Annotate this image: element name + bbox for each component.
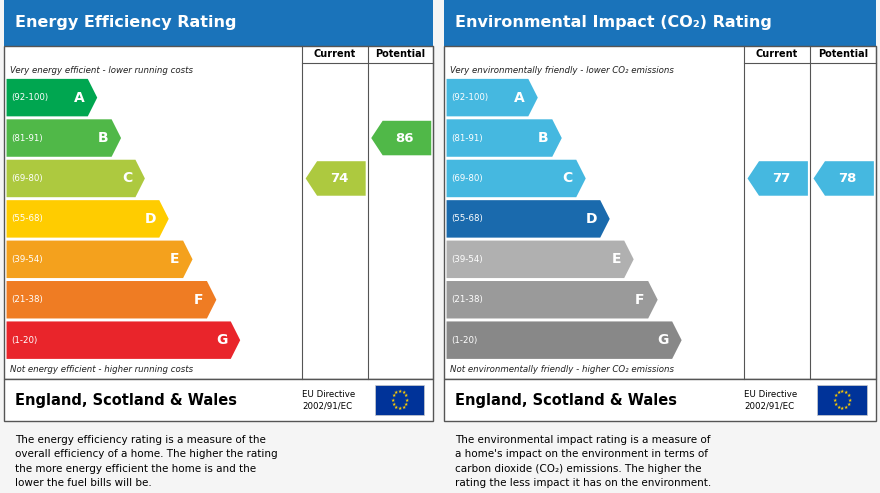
Text: ★: ★: [833, 393, 838, 398]
Text: ★: ★: [833, 402, 838, 407]
Text: ★: ★: [405, 397, 409, 403]
Text: F: F: [194, 293, 203, 307]
Text: (1-20): (1-20): [451, 336, 477, 345]
Polygon shape: [6, 79, 97, 116]
Polygon shape: [6, 160, 145, 197]
Text: The environmental impact rating is a measure of
a home's impact on the environme: The environmental impact rating is a mea…: [455, 435, 711, 488]
Text: Potential: Potential: [376, 49, 426, 60]
Bar: [4, 46, 433, 379]
Text: 86: 86: [396, 132, 414, 144]
Polygon shape: [446, 241, 634, 278]
Text: ★: ★: [401, 390, 406, 395]
Text: ★: ★: [404, 402, 408, 407]
Text: ★: ★: [404, 393, 408, 398]
Text: England, Scotland & Wales: England, Scotland & Wales: [15, 392, 237, 408]
Polygon shape: [6, 200, 169, 238]
Polygon shape: [446, 79, 538, 116]
Text: ★: ★: [394, 405, 399, 410]
Polygon shape: [813, 161, 874, 196]
Text: (55-68): (55-68): [11, 214, 42, 223]
Text: ★: ★: [847, 397, 852, 403]
Text: F: F: [635, 293, 645, 307]
Text: (81-91): (81-91): [451, 134, 482, 142]
Text: ★: ★: [840, 406, 845, 411]
Text: (69-80): (69-80): [11, 174, 42, 183]
Text: 77: 77: [773, 172, 790, 185]
Text: ★: ★: [398, 389, 402, 394]
Text: (1-20): (1-20): [11, 336, 37, 345]
Text: Not energy efficient - higher running costs: Not energy efficient - higher running co…: [10, 365, 193, 374]
Text: The energy efficiency rating is a measure of the
overall efficiency of a home. T: The energy efficiency rating is a measur…: [15, 435, 278, 488]
Text: ★: ★: [844, 405, 848, 410]
Polygon shape: [6, 281, 216, 318]
Polygon shape: [446, 321, 682, 359]
Bar: [4, 379, 433, 421]
Text: ★: ★: [836, 390, 840, 395]
Text: (55-68): (55-68): [451, 214, 482, 223]
Text: Energy Efficiency Rating: Energy Efficiency Rating: [15, 15, 237, 31]
Text: G: G: [657, 333, 669, 347]
Polygon shape: [371, 121, 431, 155]
Text: ★: ★: [401, 405, 406, 410]
Text: G: G: [216, 333, 227, 347]
Polygon shape: [446, 119, 561, 157]
Text: Potential: Potential: [818, 49, 868, 60]
Bar: [4, 0, 433, 46]
Text: (81-91): (81-91): [11, 134, 42, 142]
Text: B: B: [98, 131, 108, 145]
Text: ★: ★: [847, 402, 851, 407]
Text: (21-38): (21-38): [11, 295, 42, 304]
Text: ★: ★: [832, 397, 837, 403]
Polygon shape: [305, 161, 366, 196]
Text: Very energy efficient - lower running costs: Very energy efficient - lower running co…: [10, 66, 193, 75]
Text: C: C: [121, 172, 132, 185]
Bar: [444, 0, 876, 46]
Polygon shape: [6, 241, 193, 278]
Bar: [444, 379, 876, 421]
Text: ★: ★: [390, 397, 394, 403]
Text: England, Scotland & Wales: England, Scotland & Wales: [455, 392, 678, 408]
Text: Very environmentally friendly - lower CO₂ emissions: Very environmentally friendly - lower CO…: [450, 66, 673, 75]
Text: 78: 78: [838, 172, 856, 185]
Text: E: E: [170, 252, 180, 266]
Text: EU Directive
2002/91/EC: EU Directive 2002/91/EC: [302, 389, 356, 411]
Text: Environmental Impact (CO₂) Rating: Environmental Impact (CO₂) Rating: [455, 15, 772, 31]
Text: ★: ★: [392, 393, 396, 398]
Text: Not environmentally friendly - higher CO₂ emissions: Not environmentally friendly - higher CO…: [450, 365, 673, 374]
Text: (92-100): (92-100): [11, 93, 48, 102]
Polygon shape: [747, 161, 808, 196]
Text: (92-100): (92-100): [451, 93, 488, 102]
Text: ★: ★: [840, 389, 845, 394]
Text: ★: ★: [836, 405, 840, 410]
Text: D: D: [585, 212, 597, 226]
Text: A: A: [74, 91, 84, 105]
Bar: [375, 385, 424, 415]
Text: (21-38): (21-38): [451, 295, 482, 304]
Polygon shape: [446, 281, 657, 318]
Polygon shape: [6, 119, 121, 157]
Text: C: C: [562, 172, 573, 185]
Text: ★: ★: [398, 406, 402, 411]
Text: (39-54): (39-54): [451, 255, 482, 264]
Text: EU Directive
2002/91/EC: EU Directive 2002/91/EC: [744, 389, 797, 411]
Text: (69-80): (69-80): [451, 174, 482, 183]
Text: ★: ★: [394, 390, 399, 395]
Bar: [818, 385, 867, 415]
Text: ★: ★: [392, 402, 396, 407]
Text: Current: Current: [314, 49, 356, 60]
Text: (39-54): (39-54): [11, 255, 42, 264]
Text: ★: ★: [847, 393, 851, 398]
Text: ★: ★: [844, 390, 848, 395]
Text: Current: Current: [756, 49, 798, 60]
Text: 74: 74: [330, 172, 348, 185]
Text: B: B: [539, 131, 549, 145]
Bar: [444, 46, 876, 379]
Text: E: E: [612, 252, 620, 266]
Polygon shape: [6, 321, 240, 359]
Text: A: A: [514, 91, 524, 105]
Text: D: D: [144, 212, 156, 226]
Polygon shape: [446, 200, 610, 238]
Polygon shape: [446, 160, 586, 197]
